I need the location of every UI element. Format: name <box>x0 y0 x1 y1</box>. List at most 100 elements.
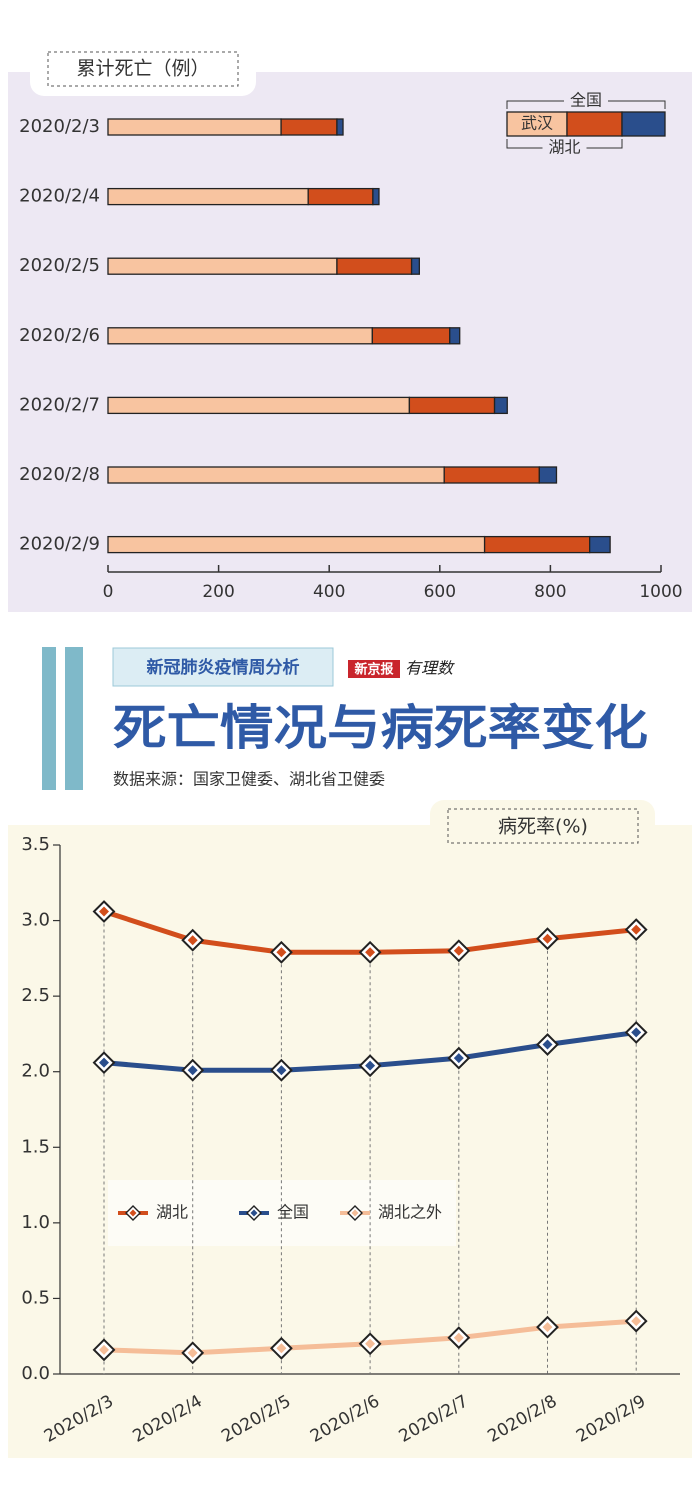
bar <box>307 187 374 206</box>
marker-inner <box>276 947 287 958</box>
bar <box>107 187 309 206</box>
marker <box>536 1315 559 1339</box>
tag: 新冠肺炎疫情周分析 <box>147 657 300 678</box>
bar <box>107 257 338 275</box>
marker-inner <box>453 1332 464 1343</box>
marker-inner <box>187 1065 198 1076</box>
marker <box>358 1054 382 1078</box>
marker <box>269 940 293 964</box>
bracket <box>506 139 623 149</box>
bracket <box>506 100 666 109</box>
marker <box>447 1326 471 1350</box>
y-tick-label: 2020/2/5 <box>19 255 100 276</box>
marker <box>92 900 116 923</box>
marker-inner <box>631 1316 642 1327</box>
marker-inner <box>129 1209 137 1217</box>
tab-frame <box>447 808 639 844</box>
logo-box <box>348 660 400 678</box>
legend-box <box>108 1180 456 1246</box>
x-tick-label: 1000 <box>639 582 682 602</box>
source: 数据来源：国家卫健委、湖北省卫健委 <box>113 770 385 789</box>
marker-inner <box>99 906 109 917</box>
y-tick-label: 3.0 <box>21 910 50 931</box>
marker-inner <box>99 1057 109 1068</box>
x-tick-label: 0 <box>103 582 114 602</box>
marker <box>358 1332 382 1356</box>
y-tick-label: 3.5 <box>21 834 50 855</box>
bar <box>408 396 496 415</box>
marker <box>181 1341 205 1365</box>
y-tick-label: 2020/2/8 <box>19 464 100 485</box>
marker <box>624 1309 648 1333</box>
chart-title: 累计死亡（例） <box>76 58 209 80</box>
x-tick-label: 600 <box>424 582 456 602</box>
legend-label: 湖北 <box>548 138 580 157</box>
logo: 有理数 <box>405 659 455 678</box>
bar <box>371 327 451 345</box>
marker-inner <box>542 1039 553 1050</box>
panel <box>8 825 692 1458</box>
legend-label: 全国 <box>570 91 602 110</box>
marker <box>447 939 471 963</box>
bar <box>589 535 611 554</box>
tab <box>30 42 256 96</box>
marker <box>536 927 559 951</box>
y-tick-label: 1.0 <box>21 1212 50 1233</box>
marker <box>358 940 382 964</box>
y-tick-label: 2020/2/6 <box>19 325 100 346</box>
marker-inner <box>542 1322 553 1333</box>
legend-marker <box>347 1205 363 1221</box>
marker-inner <box>187 1347 198 1358</box>
marker-inner <box>453 1053 464 1064</box>
marker <box>181 1058 205 1082</box>
marker <box>624 1021 648 1044</box>
marker-inner <box>351 1209 359 1217</box>
bar <box>372 187 380 206</box>
marker <box>536 1033 559 1056</box>
bar <box>107 118 282 136</box>
y-tick-label: 0.0 <box>21 1363 50 1384</box>
bar <box>336 118 344 136</box>
marker <box>624 918 648 942</box>
y-tick-label: 1.5 <box>21 1136 50 1157</box>
bar <box>449 327 461 345</box>
marker <box>269 1336 293 1360</box>
x-tick-label: 400 <box>313 582 345 602</box>
deco-bar <box>65 647 83 790</box>
marker-inner <box>542 933 553 944</box>
y-tick-label: 2.5 <box>21 985 50 1006</box>
marker-inner <box>365 1060 376 1071</box>
marker-inner <box>276 1065 287 1076</box>
y-tick-label: 2020/2/3 <box>19 116 100 137</box>
x-tick-label: 800 <box>534 582 566 602</box>
tab <box>430 800 655 856</box>
legend-label: 湖北之外 <box>378 1203 442 1222</box>
marker <box>92 1051 116 1075</box>
bar <box>336 257 413 275</box>
bar <box>107 327 373 345</box>
bar <box>443 466 540 484</box>
marker-inner <box>365 947 376 958</box>
legend-marker <box>125 1205 141 1221</box>
marker-inner <box>99 1344 109 1355</box>
legend-marker <box>246 1205 262 1221</box>
legend-label: 湖北 <box>156 1203 188 1222</box>
bar <box>107 466 445 484</box>
bar <box>107 396 411 415</box>
marker-inner <box>631 1027 642 1038</box>
marker-inner <box>250 1209 258 1217</box>
y-tick-label: 0.5 <box>21 1287 50 1308</box>
legend-swatch <box>621 111 666 137</box>
logo: 新京报 <box>354 662 394 678</box>
marker-inner <box>453 945 464 956</box>
marker <box>447 1046 471 1070</box>
y-tick-label: 2020/2/7 <box>19 394 100 415</box>
marker <box>181 928 205 952</box>
tab-frame <box>47 51 239 87</box>
legend-swatch <box>506 111 568 137</box>
legend-label: 全国 <box>277 1203 309 1222</box>
y-axis-label: 病死率(%) <box>498 816 588 838</box>
bar <box>410 257 420 275</box>
